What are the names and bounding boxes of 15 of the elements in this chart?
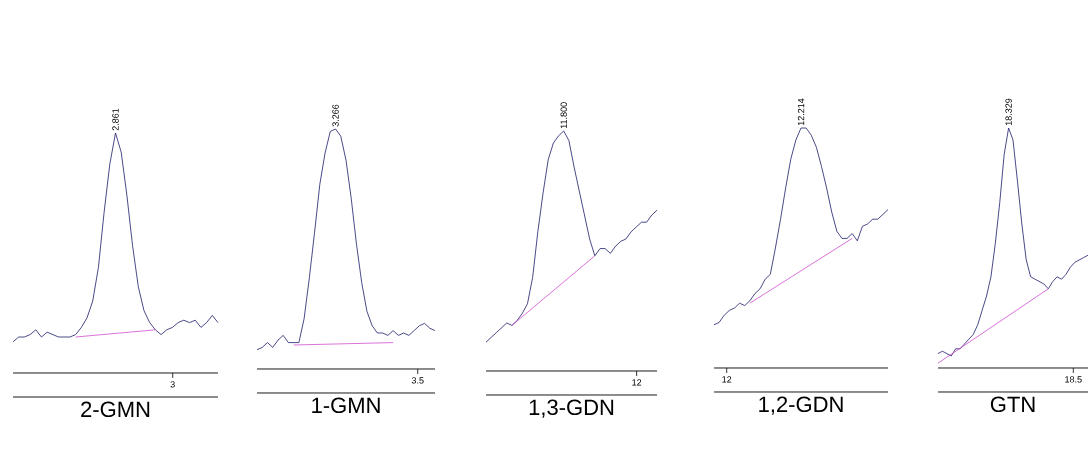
text: 3 <box>170 381 175 388</box>
text: 12 <box>722 376 732 383</box>
x-axis-title: 1-GMN <box>312 397 380 414</box>
text: 18.329 <box>1005 98 1012 126</box>
text: 3.5 <box>411 377 424 384</box>
text: 12 <box>632 379 642 386</box>
text: 12.214 <box>797 98 805 126</box>
text: 2.861 <box>112 108 119 131</box>
x-axis-title: GTN <box>990 396 1035 413</box>
text: 11.800 <box>560 102 567 129</box>
x-axis-title: 1,2-GDN <box>759 396 843 415</box>
x-axis-title: 2-GMN <box>81 401 150 418</box>
x-axis-title: 1,3-GDN <box>529 399 614 418</box>
text: 3.266 <box>332 104 339 127</box>
text: 18.5 <box>1065 376 1082 383</box>
